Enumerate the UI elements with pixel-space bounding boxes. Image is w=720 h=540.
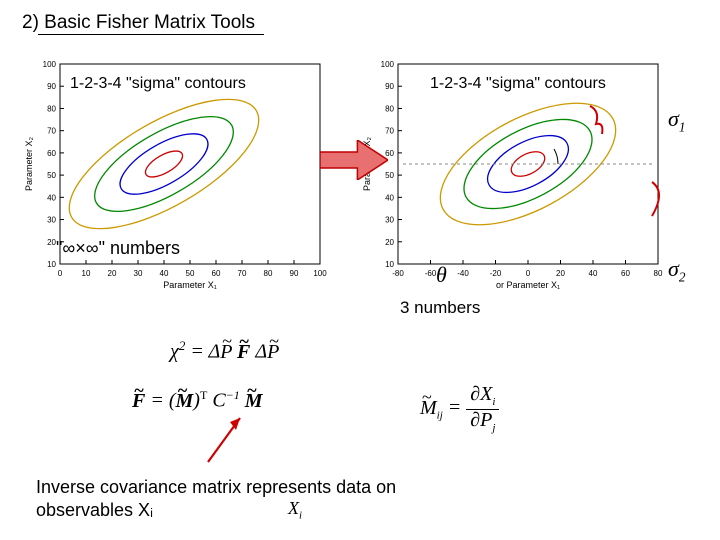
svg-text:20: 20 bbox=[556, 269, 565, 278]
svg-text:0: 0 bbox=[526, 269, 531, 278]
xi-symbol: Xi bbox=[288, 498, 302, 522]
svg-text:0: 0 bbox=[58, 269, 63, 278]
left-plot-annotation: 1-2-3-4 "sigma" contours bbox=[70, 75, 246, 93]
svg-text:90: 90 bbox=[47, 82, 56, 91]
svg-text:10: 10 bbox=[47, 260, 56, 269]
svg-text:70: 70 bbox=[385, 127, 394, 136]
svg-text:-40: -40 bbox=[457, 269, 469, 278]
svg-text:-80: -80 bbox=[392, 269, 404, 278]
svg-text:30: 30 bbox=[134, 269, 143, 278]
svg-text:10: 10 bbox=[82, 269, 91, 278]
transform-arrow-icon bbox=[320, 140, 388, 180]
svg-text:20: 20 bbox=[108, 269, 117, 278]
theta-label: θ bbox=[436, 262, 447, 288]
svg-text:-20: -20 bbox=[490, 269, 502, 278]
svg-text:60: 60 bbox=[47, 149, 56, 158]
svg-text:60: 60 bbox=[212, 269, 221, 278]
svg-text:100: 100 bbox=[43, 60, 57, 69]
svg-text:40: 40 bbox=[589, 269, 598, 278]
svg-text:50: 50 bbox=[186, 269, 195, 278]
sigma2-label: σ2 bbox=[668, 256, 685, 285]
footer-caption: Inverse covariance matrix represents dat… bbox=[36, 476, 436, 521]
svg-text:30: 30 bbox=[47, 216, 56, 225]
fisher-matrix-formula: F = (M)T C−1 M bbox=[132, 388, 263, 413]
svg-text:Parameter X₁: Parameter X₁ bbox=[163, 280, 217, 290]
svg-text:80: 80 bbox=[385, 104, 394, 113]
svg-text:80: 80 bbox=[264, 269, 273, 278]
svg-text:70: 70 bbox=[47, 127, 56, 136]
right-plot-annotation: 1-2-3-4 "sigma" contours bbox=[430, 75, 606, 93]
svg-text:50: 50 bbox=[47, 171, 56, 180]
svg-text:40: 40 bbox=[160, 269, 169, 278]
three-numbers-annotation: 3 numbers bbox=[400, 298, 480, 318]
sigma1-label: σ1 bbox=[668, 106, 685, 135]
red-pointer-arrow-icon bbox=[200, 410, 260, 470]
m-matrix-formula: Mij = ∂Xi ∂Pj bbox=[420, 384, 499, 434]
svg-text:100: 100 bbox=[313, 269, 327, 278]
svg-text:or Parameter X₁: or Parameter X₁ bbox=[496, 280, 560, 290]
svg-text:60: 60 bbox=[621, 269, 630, 278]
chi-squared-formula: χ2 = ΔP F ΔP bbox=[170, 338, 279, 364]
svg-text:10: 10 bbox=[385, 260, 394, 269]
svg-text:Parameter X₂: Parameter X₂ bbox=[24, 136, 34, 191]
infinity-annotation: "∞×∞" numbers bbox=[56, 238, 180, 259]
svg-text:70: 70 bbox=[238, 269, 247, 278]
svg-text:40: 40 bbox=[47, 193, 56, 202]
svg-text:80: 80 bbox=[47, 104, 56, 113]
svg-text:90: 90 bbox=[385, 82, 394, 91]
svg-text:-60: -60 bbox=[425, 269, 437, 278]
title-underline bbox=[38, 34, 264, 35]
svg-text:20: 20 bbox=[385, 238, 394, 247]
svg-text:90: 90 bbox=[290, 269, 299, 278]
section-title: 2) Basic Fisher Matrix Tools bbox=[22, 12, 255, 34]
svg-text:100: 100 bbox=[381, 60, 395, 69]
svg-text:40: 40 bbox=[385, 193, 394, 202]
svg-text:30: 30 bbox=[385, 216, 394, 225]
footer-text: Inverse covariance matrix represents dat… bbox=[36, 477, 396, 520]
svg-text:80: 80 bbox=[654, 269, 663, 278]
